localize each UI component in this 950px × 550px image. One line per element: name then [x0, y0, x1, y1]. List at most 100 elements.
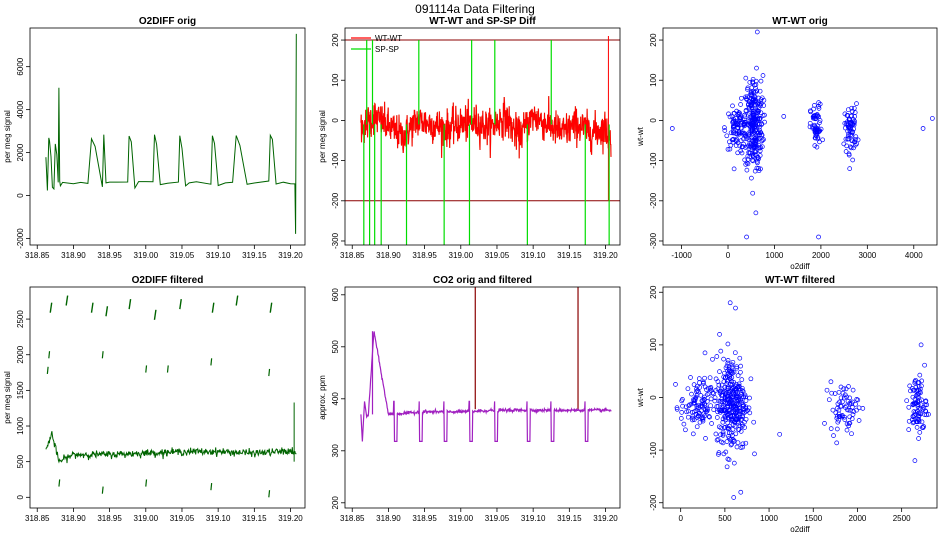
scatter-point — [707, 414, 712, 420]
y-tick-label: 500 — [331, 340, 340, 354]
scatter-point — [715, 436, 721, 442]
scatter-point — [750, 158, 756, 164]
scatter-point — [685, 386, 691, 392]
scatter-point — [754, 65, 759, 71]
scatter-point — [748, 376, 754, 382]
scatter-point — [691, 382, 697, 387]
scatter-point — [846, 116, 852, 122]
scatter-point — [850, 129, 855, 135]
x-tick-label: 318.95 — [412, 251, 437, 260]
y-tick-label: -100 — [649, 442, 658, 459]
scatter-point — [726, 364, 732, 370]
scatter-point — [693, 411, 699, 417]
scatter-point — [850, 387, 856, 393]
scatter-point — [750, 79, 755, 85]
y-tick-label: 0 — [649, 118, 658, 123]
scatter-point — [690, 431, 696, 437]
y-tick-label: -300 — [649, 232, 658, 249]
series-line — [45, 33, 297, 234]
scatter-point — [744, 167, 750, 173]
plot-area — [45, 295, 297, 498]
scatter-point — [745, 85, 751, 91]
scatter-point — [817, 118, 823, 123]
scatter-point — [734, 364, 740, 370]
scatter-point — [908, 388, 913, 394]
y-tick-label: 0 — [331, 118, 340, 123]
y-tick-label: 0 — [16, 495, 25, 500]
scatter-point — [725, 456, 731, 462]
scatter-point — [730, 422, 736, 428]
scatter-point — [703, 409, 709, 415]
scatter-point — [913, 401, 918, 406]
scatter-point — [748, 121, 754, 127]
scatter-point — [698, 393, 704, 398]
scatter-point — [752, 116, 758, 121]
scatter-point — [708, 396, 714, 402]
scatter-point — [738, 369, 743, 375]
x-tick-label: 1500 — [804, 514, 822, 523]
scatter-point — [758, 166, 763, 172]
scatter-point — [847, 166, 853, 171]
scatter-point — [842, 125, 848, 131]
scatter-point — [722, 125, 727, 130]
scatter-point — [756, 166, 761, 171]
y-tick-label: -100 — [331, 152, 340, 169]
scatter-point — [735, 373, 741, 378]
scatter-point — [916, 436, 921, 441]
scatter-point — [846, 423, 852, 429]
scatter-point — [728, 402, 733, 408]
scatter-point — [846, 421, 852, 426]
scatter-point — [812, 103, 817, 108]
x-tick-label: 319.20 — [593, 514, 618, 523]
scatter-point — [731, 438, 737, 444]
scatter-point — [749, 157, 755, 163]
scatter-point — [730, 426, 736, 432]
cluster-mark — [105, 306, 109, 317]
scatter-point — [762, 112, 767, 118]
scatter-point — [724, 378, 730, 384]
scatter-point — [718, 425, 724, 431]
scatter-point — [924, 402, 930, 408]
panel-title: WT-WT orig — [772, 16, 828, 27]
scatter-point — [736, 130, 742, 136]
scatter-point — [922, 362, 927, 368]
x-tick-label: 319.10 — [521, 251, 546, 260]
y-tick-label: 0 — [649, 395, 658, 400]
scatter-point — [743, 108, 749, 113]
scatter-point — [923, 399, 929, 405]
scatter-point — [724, 385, 730, 391]
x-axis-label: o2diff — [790, 262, 810, 271]
scatter-point — [848, 145, 854, 151]
scatter-point — [843, 136, 849, 142]
scatter-point — [750, 138, 756, 144]
scatter-point — [739, 423, 745, 429]
plot-frame — [29, 27, 306, 246]
y-tick-label: -300 — [331, 232, 340, 249]
scatter-point — [850, 412, 856, 417]
scatter-point — [731, 166, 737, 172]
scatter-point — [760, 137, 765, 143]
scatter-point — [742, 407, 747, 413]
scatter-point — [810, 124, 815, 130]
scatter-point — [846, 384, 851, 389]
scatter-point — [690, 415, 696, 421]
scatter-point — [723, 449, 729, 455]
scatter-point — [733, 143, 739, 148]
x-tick-label: 319.05 — [485, 251, 510, 260]
scatter-point — [828, 379, 834, 385]
scatter-point — [743, 75, 749, 81]
scatter-point — [749, 85, 755, 90]
x-tick-label: 2000 — [849, 514, 867, 523]
scatter-point — [812, 123, 818, 129]
scatter-point — [725, 412, 730, 417]
legend-label: SP-SP — [375, 45, 399, 54]
x-tick-label: 318.90 — [376, 514, 401, 523]
scatter-point — [834, 415, 840, 421]
scatter-point — [757, 148, 763, 154]
chart-panel-p4: O2DIFF filtered per meg signal 318.85 318.9… — [3, 275, 306, 523]
scatter-point — [757, 88, 763, 94]
scatter-point — [751, 125, 757, 130]
scatter-point — [733, 305, 738, 311]
scatter-point — [812, 130, 818, 135]
scatter-point — [745, 144, 751, 150]
